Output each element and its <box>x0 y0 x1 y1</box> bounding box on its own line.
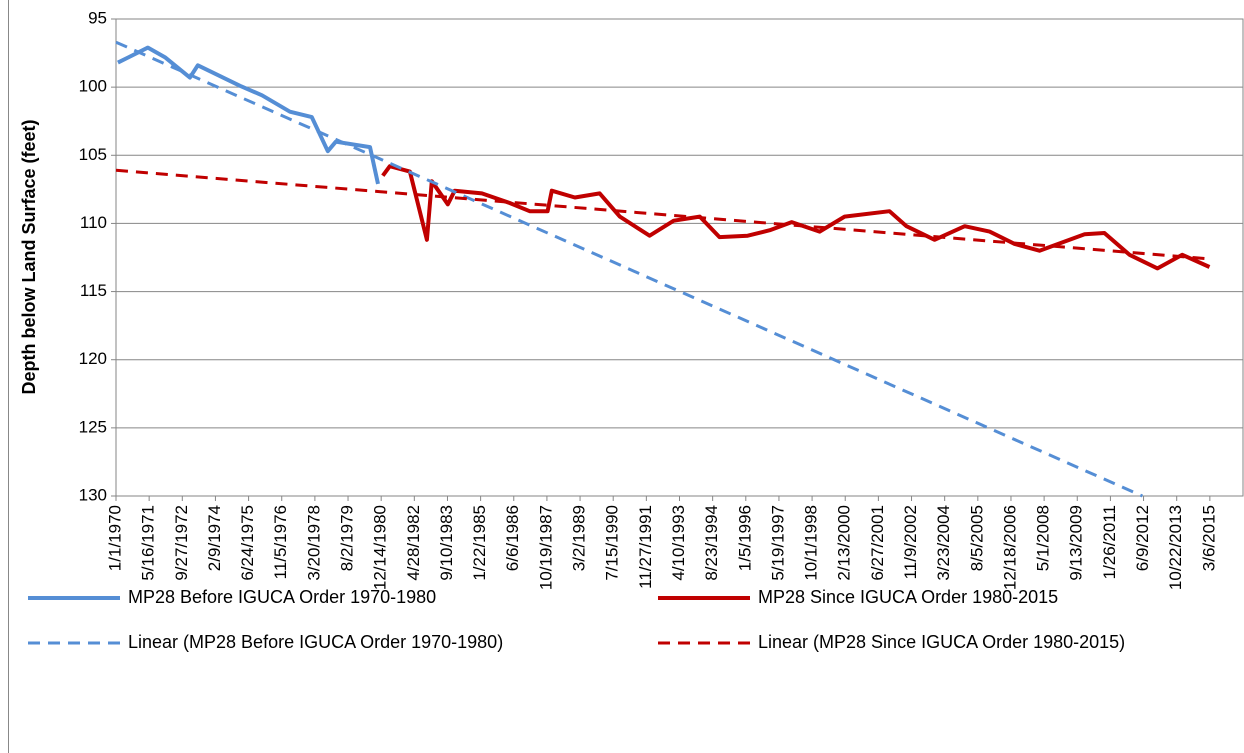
legend-label: MP28 Before IGUCA Order 1970-1980 <box>128 587 436 607</box>
x-tick-label: 3/23/2004 <box>934 505 953 581</box>
x-tick-label: 10/22/2013 <box>1166 505 1185 590</box>
x-tick-label: 1/26/2011 <box>1100 505 1119 579</box>
x-tick-label: 9/27/1972 <box>172 505 191 581</box>
x-tick-label: 1/1/1970 <box>105 505 124 571</box>
trend-line <box>115 168 1211 261</box>
y-tick-label: 115 <box>80 281 107 300</box>
y-tick-label: 105 <box>79 145 107 164</box>
y-tick-label: 125 <box>79 417 107 436</box>
plot-border <box>115 18 1244 497</box>
x-tick-label: 3/20/1978 <box>304 505 323 581</box>
x-tick-label: 2/13/2000 <box>835 505 854 581</box>
trend-line <box>115 40 1144 498</box>
x-tick-label: 1/22/1985 <box>470 505 489 581</box>
legend-label: MP28 Since IGUCA Order 1980-2015 <box>758 587 1058 607</box>
x-tick-label: 10/1/1998 <box>802 505 821 581</box>
x-tick-label: 2/9/1974 <box>205 505 224 571</box>
x-tick-label: 11/9/2002 <box>901 505 920 579</box>
y-tick-label: 110 <box>80 213 107 232</box>
x-tick-label: 11/5/1976 <box>271 505 290 579</box>
legend: MP28 Before IGUCA Order 1970-1980 MP28 Si… <box>28 587 1125 652</box>
x-tick-label: 8/2/1979 <box>338 505 357 571</box>
x-tick-label: 10/19/1987 <box>536 505 555 590</box>
x-tick-label: 8/5/2005 <box>967 505 986 571</box>
x-tick-label: 5/19/1997 <box>768 505 787 581</box>
y-tick-label: 100 <box>79 77 107 96</box>
x-tick-label: 9/13/2009 <box>1067 505 1086 581</box>
x-tick-label: 6/27/2001 <box>868 505 887 581</box>
data-line <box>117 45 380 185</box>
legend-label: Linear (MP28 Before IGUCA Order 1970-198… <box>128 632 503 652</box>
y-axis-label: Depth below Land Surface (feet) <box>19 119 39 394</box>
x-tick-label: 5/16/1971 <box>139 505 158 581</box>
y-tick-label: 130 <box>79 485 107 504</box>
x-tick-label: 11/27/1991 <box>636 505 655 589</box>
x-tick-label: 9/10/1983 <box>437 505 456 581</box>
legend-label: Linear (MP28 Since IGUCA Order 1980-2015… <box>758 632 1125 652</box>
x-tick-label: 3/6/2015 <box>1199 505 1218 571</box>
x-tick-label: 12/14/1980 <box>371 505 390 590</box>
x-tick-label: 7/15/1990 <box>603 505 622 581</box>
x-tick-label: 4/28/1982 <box>404 505 423 581</box>
x-tick-label: 12/18/2006 <box>1000 505 1019 590</box>
y-tick-label: 120 <box>79 349 107 368</box>
data-line <box>381 164 1211 271</box>
x-tick-label: 6/9/2012 <box>1133 505 1152 571</box>
x-tick-label: 6/24/1975 <box>238 505 257 581</box>
x-tick-label: 8/23/1994 <box>702 505 721 581</box>
y-tick-label: 95 <box>88 8 107 27</box>
x-tick-label: 1/5/1996 <box>735 505 754 571</box>
x-tick-label: 5/1/2008 <box>1034 505 1053 571</box>
x-tick-label: 6/6/1986 <box>503 505 522 571</box>
x-tick-label: 4/10/1993 <box>669 505 688 581</box>
x-tick-label: 3/2/1989 <box>570 505 589 571</box>
